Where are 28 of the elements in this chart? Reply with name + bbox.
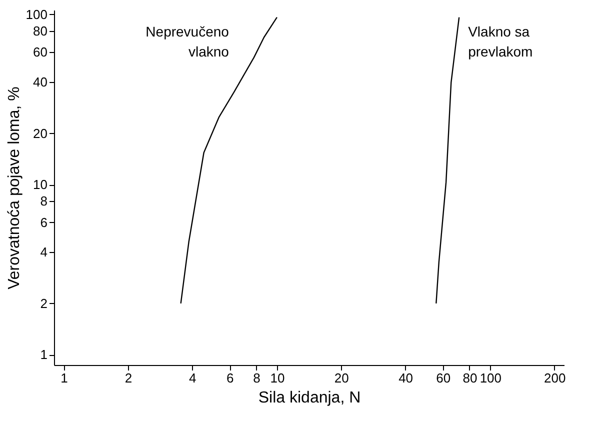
- x-tick-label: 80: [462, 370, 478, 386]
- y-axis-title: Verovatnoća pojave loma, %: [6, 86, 23, 290]
- y-tick-label: 6: [40, 214, 48, 230]
- x-tick-label: 1: [60, 370, 68, 386]
- y-tick-label: 8: [40, 194, 48, 208]
- y-tick-label: 40: [33, 74, 48, 90]
- x-tick-label: 4: [189, 370, 196, 386]
- x-tick-label: 200: [544, 370, 566, 386]
- y-tick-label: 100: [26, 6, 48, 22]
- y-tick-label: 60: [33, 44, 48, 60]
- y-tick-label: 4: [40, 244, 48, 260]
- x-tick-label: 60: [436, 370, 451, 386]
- y-tick-label: 1: [40, 347, 48, 362]
- y-tick-label: 20: [33, 126, 48, 141]
- x-tick-label: 10: [270, 370, 285, 386]
- x-tick-label: 6: [226, 370, 234, 386]
- y-tick-label: 10: [33, 177, 48, 192]
- x-tick-label: 20: [334, 370, 349, 386]
- annotation: Vlakno sa prevlakom: [468, 23, 533, 60]
- x-tick-label: 100: [480, 370, 502, 386]
- line-series: [436, 16, 460, 304]
- x-tick-label: 40: [398, 370, 414, 386]
- x-axis-title: Sila kidanja, N: [258, 390, 361, 406]
- y-tick-label: 2: [40, 296, 48, 311]
- x-tick-label: 2: [124, 370, 132, 386]
- x-tick-label: 8: [253, 370, 260, 386]
- y-tick-label: 80: [33, 23, 48, 38]
- annotation: Neprevučeno vlakno: [146, 23, 230, 60]
